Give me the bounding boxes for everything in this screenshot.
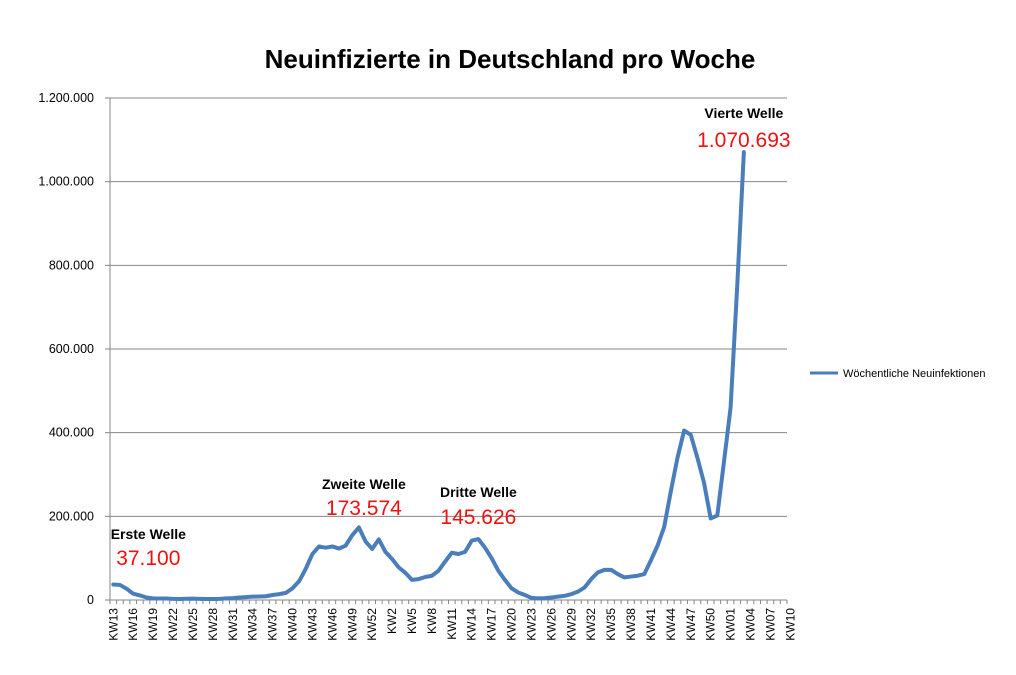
x-tick-label: KW50 (704, 608, 718, 641)
annotation-label: Zweite Welle (322, 476, 406, 492)
x-tick-label: KW14 (465, 608, 479, 641)
x-tick-label: KW16 (126, 608, 140, 641)
x-tick-label: KW41 (644, 608, 658, 641)
x-tick-label: KW20 (505, 608, 519, 641)
x-tick-label: KW46 (325, 608, 339, 641)
x-tick-label: KW31 (226, 608, 240, 641)
x-tick-label: KW17 (485, 608, 499, 641)
x-tick-label: KW43 (305, 608, 319, 641)
x-tick-label: KW32 (584, 608, 598, 641)
x-tick-label: KW13 (106, 608, 120, 641)
y-axis-ticks: 0 200.000 400.000 600.000 800.000 1.000.000 1.… (38, 91, 110, 607)
y-tick-label: 600.000 (49, 342, 94, 356)
x-tick-label: KW10 (783, 608, 797, 641)
annotation-label: Erste Welle (111, 526, 186, 542)
annotation-label: Vierte Welle (704, 105, 783, 121)
x-tick-label: KW26 (544, 608, 558, 641)
chart-title: Neuinfizierte in Deutschland pro Woche (265, 44, 756, 74)
annotation-label: Dritte Welle (440, 484, 517, 500)
x-tick-label: KW11 (445, 608, 459, 640)
annotations: Erste Welle 37.100 Zweite Welle 173.574 Drit… (111, 105, 791, 570)
y-tick-label: 800.000 (49, 258, 94, 272)
x-tick-label: KW38 (624, 608, 638, 641)
x-tick-label: KW49 (345, 608, 359, 641)
annotation-value: 173.574 (326, 497, 402, 520)
legend: Wöchentliche Neuinfektionen (810, 368, 985, 380)
series-line-woechentliche-neuinfektionen (111, 150, 746, 602)
y-tick-label: 400.000 (49, 426, 94, 440)
annotation-value: 37.100 (116, 547, 180, 570)
x-tick-label: KW22 (166, 608, 180, 641)
legend-label: Wöchentliche Neuinfektionen (843, 368, 985, 380)
gridlines (110, 97, 787, 517)
x-tick-label: KW37 (266, 608, 280, 641)
annotation-value: 145.626 (440, 506, 516, 529)
x-tick-label: KW2 (385, 608, 399, 634)
x-tick-label: KW44 (664, 608, 678, 641)
x-tick-label: KW52 (365, 608, 379, 641)
x-tick-label: KW07 (763, 608, 777, 641)
x-tick-label: KW47 (684, 608, 698, 641)
x-tick-label: KW35 (604, 608, 618, 641)
x-tick-label: KW5 (405, 608, 419, 634)
x-tick-label: KW40 (286, 608, 300, 641)
x-tick-label: KW8 (425, 608, 439, 634)
y-tick-label: 1.200.000 (38, 91, 94, 105)
x-tick-label: KW34 (246, 608, 260, 641)
x-tick-label: KW25 (186, 608, 200, 641)
y-tick-label: 0 (87, 593, 94, 607)
x-tick-label: KW01 (724, 608, 738, 641)
x-tick-label: KW28 (206, 608, 220, 641)
x-tick-label: KW04 (743, 608, 757, 641)
x-tick-label: KW29 (564, 608, 578, 641)
y-tick-label: 200.000 (49, 509, 94, 523)
y-tick-label: 1.000.000 (38, 175, 94, 189)
x-tick-label: KW19 (146, 608, 160, 641)
series (111, 150, 746, 602)
annotation-value: 1.070.693 (697, 129, 790, 152)
x-tick-label: KW23 (524, 608, 538, 641)
x-axis-ticks: KW13 KW16 KW19 KW22 KW25 KW28 KW31 KW34 KW37 KW40… (106, 600, 797, 641)
